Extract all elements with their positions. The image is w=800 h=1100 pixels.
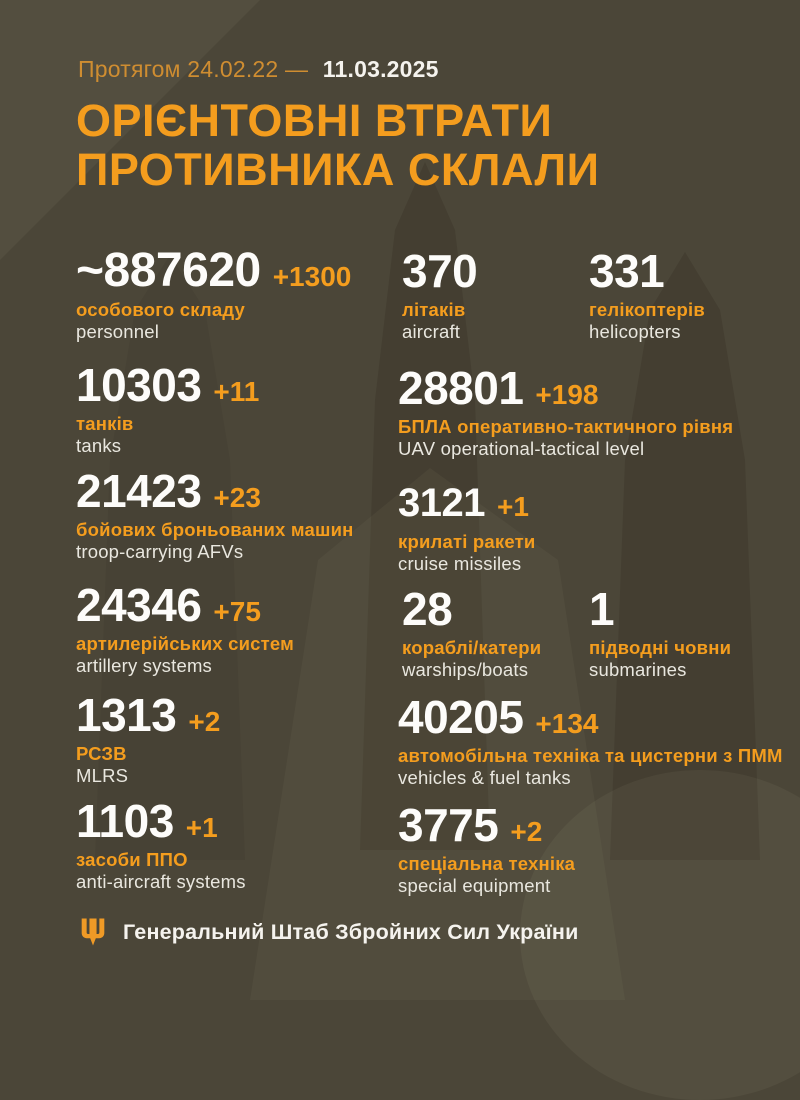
- stat-label-ua: РСЗВ: [76, 743, 127, 764]
- stat-aircraft: 370 літаків aircraft: [402, 245, 478, 342]
- stat-tanks: 10303 +11 танків tanks: [76, 360, 259, 456]
- stat-label-ua: спеціальна техніка: [398, 853, 576, 874]
- stat-value: 28: [402, 583, 453, 635]
- stat-label-en: MLRS: [76, 765, 129, 786]
- stat-label-en: artillery systems: [76, 655, 212, 676]
- stat-delta: +23: [213, 482, 261, 513]
- stat-value: 24346: [76, 579, 202, 631]
- stat-value: 1313: [76, 689, 177, 741]
- period-line: Протягом 24.02.22 — 11.03.2025: [78, 56, 439, 83]
- footer-org-name: Генеральний Штаб Збройних Сил України: [123, 919, 579, 944]
- stat-value: 3121: [398, 481, 485, 525]
- stat-value: 331: [589, 245, 665, 297]
- stat-value: 21423: [76, 465, 202, 517]
- stat-warships: 28 кораблі/катери warships/boats: [402, 584, 541, 680]
- stat-label-ua: кораблі/катери: [402, 637, 542, 658]
- stat-delta: +75: [213, 596, 261, 627]
- stat-value: 28801: [398, 362, 524, 414]
- stat-helicopters: 331 гелікоптерів helicopters: [589, 246, 705, 342]
- stat-label-en: vehicles & fuel tanks: [398, 767, 571, 788]
- stat-cruise-missiles: 3121 +1 крилаті ракети cruise missiles: [398, 478, 535, 574]
- stat-label-ua: БПЛА оперативно-тактичного рівня: [398, 416, 734, 437]
- stat-value: 10303: [76, 359, 202, 411]
- stat-delta: +134: [535, 708, 599, 739]
- stat-value: 40205: [398, 691, 524, 743]
- stat-label-en: tanks: [76, 435, 122, 456]
- stat-label-en: aircraft: [402, 321, 461, 342]
- stat-label-en: personnel: [76, 321, 160, 342]
- stat-label-en: warships/boats: [402, 659, 529, 680]
- stat-label-en: UAV operational-tactical level: [398, 438, 645, 459]
- stat-label-ua: літаків: [402, 299, 466, 320]
- stat-delta: +2: [188, 706, 221, 737]
- period-end-date: 11.03.2025: [322, 56, 439, 82]
- footer: Генеральний Штаб Збройних Сил України: [80, 918, 579, 946]
- stat-label-ua: автомобільна техніка та цистерни з ПММ: [398, 745, 783, 766]
- page-title-line1: ОРІЄНТОВНІ ВТРАТИ: [76, 95, 553, 146]
- stat-label-ua: гелікоптерів: [589, 299, 705, 320]
- stat-vehicles-fuel: 40205 +134 автомобільна техніка та цисте…: [398, 692, 783, 788]
- stat-uav: 28801 +198 БПЛА оперативно-тактичного рі…: [398, 363, 733, 459]
- stat-label-en: special equipment: [398, 875, 551, 896]
- page-title: ОРІЄНТОВНІ ВТРАТИ ПРОТИВНИКА СКЛАЛИ: [76, 96, 599, 194]
- stat-label-en: anti-aircraft systems: [76, 871, 246, 892]
- stat-delta: +198: [535, 379, 599, 410]
- stat-value: 3775: [398, 799, 499, 851]
- stat-special-equipment: 3775 +2 спеціальна техніка special equip…: [398, 800, 575, 896]
- stat-afv: 21423 +23 бойових броньованих машин troo…: [76, 466, 354, 562]
- period-prefix: Протягом 24.02.22 —: [78, 56, 309, 82]
- stat-label-ua: підводні човни: [589, 637, 732, 658]
- stat-submarines: 1 підводні човни submarines: [589, 584, 731, 680]
- stat-delta: +2: [510, 816, 543, 847]
- stat-label-ua: засоби ППО: [76, 849, 188, 870]
- stat-artillery: 24346 +75 артилерійських систем artiller…: [76, 580, 294, 676]
- stat-label-ua: бойових броньованих машин: [76, 519, 354, 540]
- stat-label-ua: артилерійських систем: [76, 633, 295, 654]
- stat-label-en: submarines: [589, 659, 687, 680]
- page-title-line2: ПРОТИВНИКА СКЛАЛИ: [76, 144, 600, 195]
- stat-delta: +1300: [272, 261, 352, 292]
- stat-mlrs: 1313 +2 РСЗВ MLRS: [76, 690, 220, 786]
- stat-label-ua: крилаті ракети: [398, 531, 536, 552]
- stat-label-ua: особового складу: [76, 299, 245, 320]
- stat-personnel: ~887620 +1300 особового складу personnel: [76, 244, 352, 343]
- stat-label-en: helicopters: [589, 321, 681, 342]
- stat-anti-aircraft: 1103 +1 засоби ППО anti-aircraft systems: [76, 796, 246, 892]
- stat-value: 1: [589, 583, 615, 635]
- stat-delta: +1: [496, 491, 529, 522]
- stat-label-en: troop-carrying AFVs: [76, 541, 244, 562]
- stat-label-en: cruise missiles: [398, 553, 522, 574]
- stat-value: 370: [402, 245, 478, 297]
- stat-value: 1103: [76, 795, 174, 847]
- stat-value: ~887620: [76, 244, 261, 297]
- stat-label-ua: танків: [76, 413, 134, 434]
- stat-delta: +1: [185, 812, 218, 843]
- trident-icon: [81, 918, 105, 946]
- stat-delta: +11: [213, 376, 260, 407]
